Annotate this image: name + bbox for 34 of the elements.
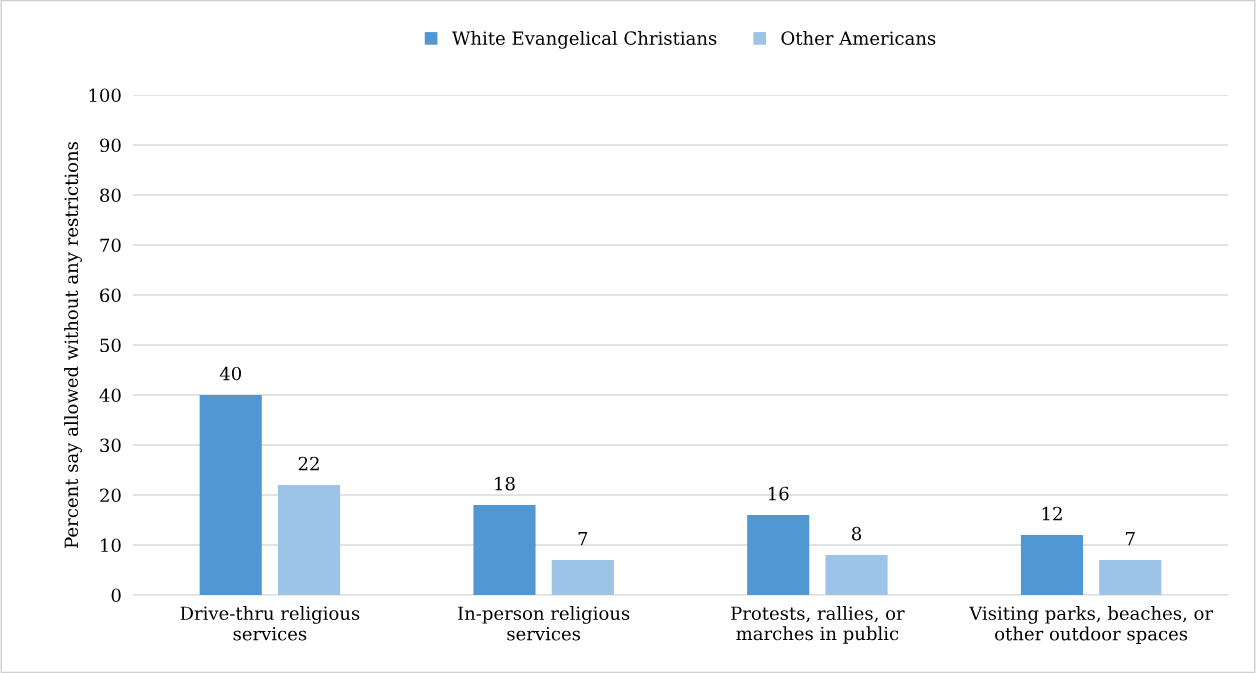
data-label: 40: [219, 366, 242, 381]
y-tick-label: 20: [100, 488, 121, 503]
bar: [825, 555, 888, 595]
data-label: 7: [1126, 531, 1135, 546]
y-tick-label: 50: [100, 338, 121, 353]
bar: [473, 505, 536, 595]
bar: [1099, 560, 1162, 595]
bar: [277, 485, 341, 595]
data-label: 22: [298, 456, 319, 471]
y-tick-label: 80: [100, 188, 121, 203]
x-tick-label: In-person religious services: [458, 606, 630, 641]
y-tick-label: 90: [100, 138, 121, 153]
legend-label: Other Americans: [781, 31, 936, 45]
x-tick-label: Visiting parks, beaches, or other outdoor spaces: [969, 606, 1214, 645]
data-label: 8: [851, 526, 862, 541]
x-tick-label: Drive-thru religious services: [180, 606, 360, 641]
y-tick-label: 10: [101, 538, 121, 553]
y-tick-label: 60: [100, 288, 121, 303]
data-label: 7: [578, 531, 588, 546]
data-label: 18: [495, 476, 515, 491]
bar: [551, 560, 614, 595]
x-tick-label: Protests, rallies, or marches in public: [731, 606, 905, 644]
bar: [199, 395, 262, 595]
legend-label: White Evangelical Christians: [451, 31, 717, 49]
y-axis-title: Percent say allowed without any restrictions: [64, 142, 82, 548]
y-tick-label: 40: [99, 388, 121, 403]
bar: [747, 515, 810, 595]
y-tick-label: 70: [100, 238, 121, 253]
bar: [1020, 535, 1084, 595]
y-tick-label: 100: [89, 88, 121, 103]
y-tick-label: 30: [100, 438, 121, 453]
y-tick-label: 0: [111, 588, 121, 603]
data-label: 16: [768, 486, 789, 501]
data-label: 12: [1042, 506, 1062, 521]
